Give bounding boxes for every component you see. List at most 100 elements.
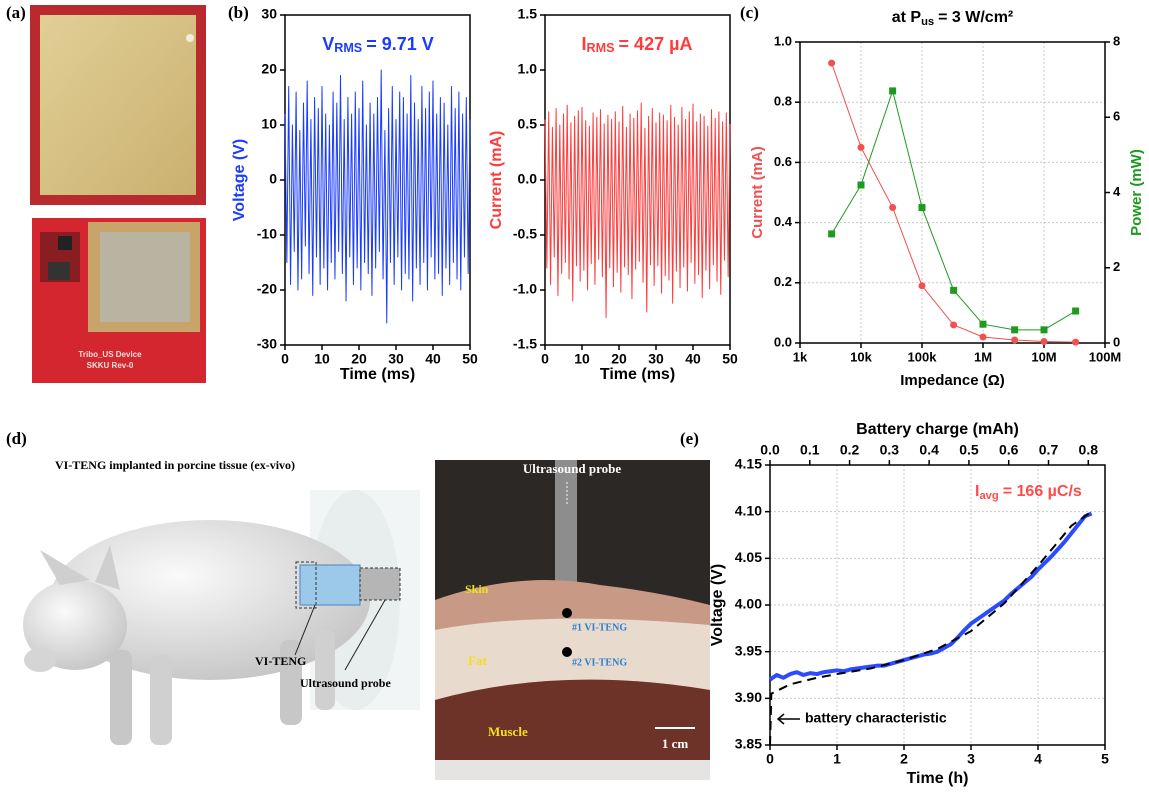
x2-tick-label: 0.1 <box>800 442 820 458</box>
y-tick-label: 0.0 <box>774 334 792 349</box>
marker <box>1011 326 1019 334</box>
y-tick-label: 0.5 <box>518 116 538 132</box>
photo-label: Ultrasound probe <box>523 461 622 476</box>
note-arrow <box>776 713 800 725</box>
callout: VI-TENG <box>255 654 306 668</box>
chip <box>58 236 72 250</box>
y-tick-label: 0.6 <box>774 154 792 169</box>
y-axis-label: Voltage (V) <box>709 564 726 646</box>
annotation: at Pus = 3 W/cm² <box>892 9 1014 28</box>
note: battery characteristic <box>805 710 947 726</box>
pcb-hole <box>186 34 194 42</box>
y-tick-label: -30 <box>257 336 277 352</box>
y-tick-label: 1.0 <box>518 61 538 77</box>
x-tick-label: 100k <box>908 349 938 364</box>
y-tick-label: 0.8 <box>774 94 792 109</box>
inductor <box>48 262 70 280</box>
panel-label: (b) <box>228 3 249 22</box>
annotation-sub: RMS <box>334 41 362 55</box>
x-tick-label: 40 <box>425 351 441 367</box>
y-tick-label: 4.05 <box>735 549 762 565</box>
x-tick-label: 10k <box>850 349 872 364</box>
gold-electrode <box>40 15 196 195</box>
x-tick-label: 4 <box>1034 751 1042 767</box>
panel-label: (d) <box>6 429 27 448</box>
photo-label: Fat <box>468 653 487 668</box>
annotation-main: I <box>975 483 979 500</box>
x-tick-label: 20 <box>611 351 627 367</box>
x-tick-label: 50 <box>462 351 478 367</box>
y-tick-label: -1.0 <box>513 281 537 297</box>
marker <box>1072 307 1080 315</box>
muscle <box>435 679 710 760</box>
photo-probe <box>555 460 577 585</box>
pig-ears <box>40 545 120 590</box>
annotation-rest: = 166 µC/s <box>1003 483 1082 500</box>
x-tick-label: 1 <box>833 751 841 767</box>
y-tick-label: 1.5 <box>518 6 538 22</box>
marker <box>857 143 865 151</box>
y-tick-label: 10 <box>261 116 277 132</box>
x-axis-label: Time (ms) <box>600 366 675 383</box>
panel-label: (a) <box>6 3 26 22</box>
plot-frame <box>544 14 731 346</box>
y-tick-label: 4.10 <box>735 502 762 518</box>
y2-tick-label: 0 <box>1113 334 1120 349</box>
y-tick-label: 4.15 <box>735 456 762 472</box>
photo-label: Muscle <box>488 724 528 739</box>
x2-tick-label: 0.8 <box>1079 442 1099 458</box>
x-axis-label: Time (h) <box>907 770 969 787</box>
marker <box>979 320 987 328</box>
series-line <box>284 69 471 324</box>
y-tick-label: 0 <box>269 171 277 187</box>
series-line <box>769 510 1093 746</box>
pig-snout <box>24 648 56 672</box>
y-tick-label: -0.5 <box>513 226 537 242</box>
annotation-sub: avg <box>979 490 998 502</box>
y-axis-label: Current (mA) <box>749 146 766 239</box>
annotation: VRMS = 9.71 V <box>322 34 434 56</box>
x-tick-label: 10 <box>314 351 330 367</box>
base <box>435 760 710 780</box>
teng-dot <box>562 647 572 657</box>
x-tick-label: 0 <box>541 351 549 367</box>
annotation: IRMS = 427 µA <box>582 34 693 56</box>
x2-tick-label: 0.4 <box>919 442 939 458</box>
photo-label: Skin <box>465 582 489 596</box>
callout: Ultrasound probe <box>300 676 391 690</box>
x-tick-label: 1k <box>793 349 808 364</box>
annotation-main: at P <box>892 9 922 26</box>
y-tick-label: 3.85 <box>735 736 762 752</box>
scale-label: 1 cm <box>662 736 689 751</box>
x-tick-label: 50 <box>722 351 738 367</box>
marker <box>1072 338 1080 346</box>
x-axis-label: Impedance (Ω) <box>900 372 1005 389</box>
pig-leg <box>110 650 132 745</box>
x-tick-label: 40 <box>685 351 701 367</box>
x2-tick-label: 0.5 <box>959 442 979 458</box>
x2-tick-label: 0.0 <box>760 442 780 458</box>
y-tick-label: 3.90 <box>735 689 762 705</box>
teng-outline <box>295 561 317 609</box>
x-tick-label: 30 <box>388 351 404 367</box>
leader <box>294 604 316 656</box>
photo-label: #1 VI-TENG <box>572 622 627 633</box>
teng-dot <box>562 608 572 618</box>
y-tick-label: -20 <box>257 281 277 297</box>
annotation-main: I <box>582 34 587 54</box>
series-line <box>831 90 1076 331</box>
marker <box>1040 326 1048 334</box>
x-tick-label: 100M <box>1089 349 1122 364</box>
x2-tick-label: 0.6 <box>999 442 1019 458</box>
marker <box>950 286 958 294</box>
x-axis-label: Time (ms) <box>340 366 415 383</box>
y-axis-label: Voltage (V) <box>231 139 248 221</box>
y-tick-label: 4.00 <box>735 596 762 612</box>
y2-tick-label: 2 <box>1113 259 1120 274</box>
marker <box>857 181 865 189</box>
marker <box>1040 337 1048 345</box>
pig-leg <box>315 630 335 710</box>
marker <box>979 333 987 341</box>
y-tick-label: 0.4 <box>774 214 793 229</box>
y-tick-label: 20 <box>261 61 277 77</box>
